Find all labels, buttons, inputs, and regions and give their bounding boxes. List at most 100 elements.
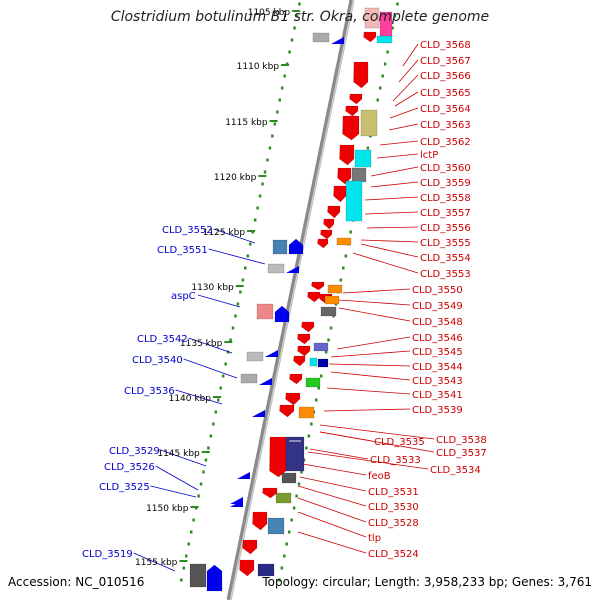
leader-line — [392, 74, 419, 102]
gene-box — [305, 377, 321, 388]
track-dot — [315, 398, 318, 402]
gene-box — [189, 563, 207, 588]
leader-line — [328, 363, 411, 367]
gene-label: CLD_3553 — [420, 269, 471, 280]
leader-line — [336, 336, 411, 350]
gene-label: CLD_3540 — [132, 355, 183, 366]
track-dot — [182, 566, 186, 570]
track-dot — [342, 266, 345, 270]
leader-line — [364, 196, 419, 201]
gene-label: CLD_3558 — [420, 193, 471, 204]
track-dot — [207, 446, 210, 450]
track-dot — [376, 98, 379, 102]
reverse-gene-arrow — [363, 31, 377, 43]
forward-gene-arrow — [259, 378, 272, 385]
gene-box — [336, 237, 352, 246]
gene-label: CLD_3543 — [412, 376, 463, 387]
track-dot — [298, 2, 301, 6]
track-dot — [239, 290, 242, 294]
track-dot — [214, 410, 218, 414]
gene-box — [354, 149, 372, 168]
leader-line — [338, 307, 411, 322]
reverse-gene-arrow — [327, 205, 341, 219]
leader-line — [338, 299, 411, 306]
gene-box — [313, 342, 329, 352]
ncrna-gene-box — [376, 35, 393, 44]
leader-line — [150, 485, 197, 498]
track-dot — [273, 122, 277, 126]
track-dot — [253, 218, 257, 222]
genome-summary-text: Topology: circular; Length: 3,958,233 bp… — [262, 575, 592, 589]
track-dot — [324, 350, 328, 354]
ruler-label: 1135 kbp — [180, 339, 223, 349]
leader-line — [183, 358, 238, 379]
ruler-label: 1125 kbp — [203, 228, 246, 238]
track-dot — [209, 434, 213, 438]
reverse-gene-arrow — [320, 229, 333, 240]
track-dot — [283, 74, 286, 78]
reverse-gene-arrow — [239, 559, 255, 577]
gene-label: CLD_3565 — [420, 88, 471, 99]
gene-box — [360, 109, 378, 137]
track-dot — [383, 62, 387, 66]
gene-label: CLD_3524 — [368, 549, 419, 560]
track-dot — [295, 14, 299, 18]
leader-line — [297, 497, 367, 523]
track-dot — [339, 278, 343, 282]
forward-gene-arrow — [265, 350, 278, 357]
leader-line — [364, 211, 419, 215]
track-dot — [189, 530, 193, 534]
gene-label: CLD_3535 — [374, 437, 425, 448]
backbone-line — [226, 0, 355, 600]
ruler-label: 1110 kbp — [237, 62, 280, 72]
leader-line — [160, 449, 207, 467]
track-dot — [202, 470, 205, 474]
leader-line — [133, 552, 176, 572]
gene-label: CLD_3538 — [436, 435, 487, 446]
track-dot — [212, 422, 215, 426]
track-dot — [261, 182, 264, 186]
gene-box — [285, 436, 305, 472]
ruler-labels: 1105 kbp 1110 kbp 1115 kbp 1120 kbp 1125 kbp… — [135, 8, 290, 568]
track-dot — [229, 338, 232, 342]
track-dot — [317, 386, 320, 390]
leader-line — [326, 387, 411, 395]
leader-line — [319, 424, 435, 440]
gene-label: CLD_3531 — [368, 487, 419, 498]
track-dot — [276, 110, 279, 114]
track-dot — [378, 86, 382, 90]
gene-box — [298, 406, 315, 419]
gene-labels: CLD_3568 CLD_3567 CLD_3566 CLD_3565 CLD_3564… — [82, 40, 487, 560]
leader-line — [175, 389, 223, 405]
gene-label: CLD_3557 — [420, 208, 471, 219]
ruler-label: 1120 kbp — [214, 173, 257, 183]
track-dot — [293, 26, 296, 30]
leader-line — [302, 463, 367, 476]
track-dot — [327, 338, 330, 342]
forward-gene-arrow — [230, 500, 243, 507]
gene-box — [257, 563, 275, 577]
leader-line — [398, 59, 419, 83]
gene-label: CLD_3559 — [420, 178, 471, 189]
forward-gene-arrow — [274, 305, 290, 323]
track-dot — [258, 194, 262, 198]
track-dot — [290, 518, 293, 522]
track-dot — [263, 170, 267, 174]
gene-label: CLD_3560 — [420, 163, 471, 174]
leader-line — [379, 140, 419, 146]
gene-box — [351, 167, 367, 183]
track-dot — [344, 254, 348, 258]
track-dot — [300, 470, 303, 474]
track-dot — [288, 50, 291, 54]
leader-line — [309, 448, 369, 460]
backbone-highlight — [229, 0, 355, 600]
leader-line — [299, 476, 367, 492]
track-dot — [295, 494, 298, 498]
gene-label: CLD_3537 — [436, 448, 487, 459]
track-dot — [292, 506, 296, 510]
gene-label: CLD_3526 — [104, 462, 155, 473]
gene-label: CLD_3519 — [82, 549, 133, 560]
ruler-label: 1145 kbp — [157, 449, 200, 459]
label-leader-lines — [133, 43, 435, 572]
track-dot — [199, 482, 203, 486]
